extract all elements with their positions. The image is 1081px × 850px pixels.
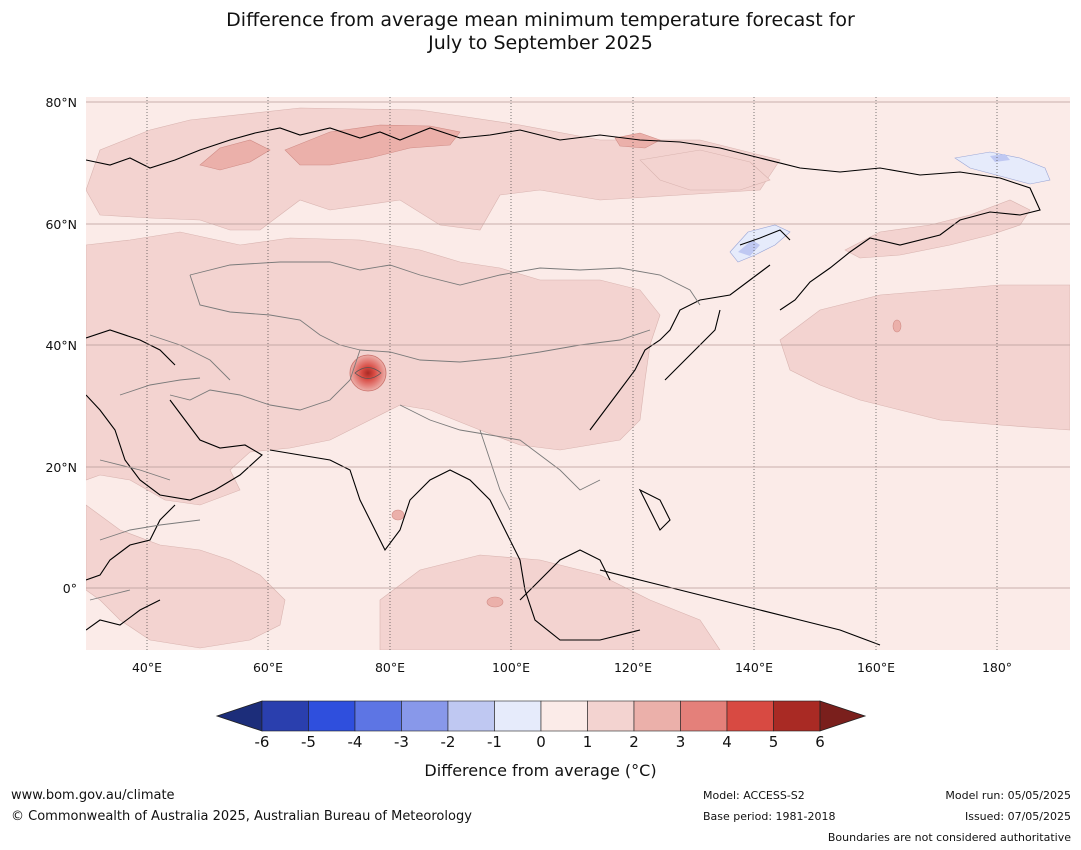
hotspot-anomaly bbox=[349, 354, 387, 392]
colorbar-cell bbox=[447, 700, 495, 732]
colorbar-arrow-low bbox=[215, 700, 263, 732]
colorbar-tick-label: 3 bbox=[675, 733, 686, 751]
forecast-map bbox=[86, 97, 1070, 650]
y-tick-80n: 80°N bbox=[45, 95, 77, 110]
graticule-meridians bbox=[146, 97, 998, 650]
graticule-parallels bbox=[86, 101, 1070, 589]
colorbar-label: Difference from average (°C) bbox=[424, 761, 657, 780]
x-tick-100e: 100°E bbox=[491, 660, 530, 675]
x-tick-140e: 140°E bbox=[734, 660, 773, 675]
colorbar-cell bbox=[401, 700, 449, 732]
x-tick-160e: 160°E bbox=[856, 660, 895, 675]
colorbar-cell bbox=[680, 700, 728, 732]
y-tick-20n: 20°N bbox=[45, 460, 77, 475]
colorbar-tick-label: -6 bbox=[254, 733, 270, 751]
footer-boundaries-note: Boundaries are not considered authoritat… bbox=[827, 831, 1071, 844]
colorbar-cell bbox=[494, 700, 542, 732]
y-tick-0: 0° bbox=[62, 581, 77, 596]
colorbar-tick-label: 4 bbox=[722, 733, 732, 751]
x-tick-180: 180° bbox=[981, 660, 1013, 675]
colorbar-cell bbox=[540, 700, 588, 732]
x-tick-120e: 120°E bbox=[613, 660, 652, 675]
colorbar-tick-label: 2 bbox=[629, 733, 639, 751]
colorbar-cell bbox=[354, 700, 402, 732]
colorbar-tick-label: -3 bbox=[394, 733, 409, 751]
colorbar-tick-label: -2 bbox=[440, 733, 456, 751]
country-borders bbox=[89, 261, 701, 601]
y-tick-60n: 60°N bbox=[45, 217, 77, 232]
colorbar-tick-label: -5 bbox=[301, 733, 316, 751]
colorbar-tick-label: 0 bbox=[536, 733, 546, 751]
title-line-2: July to September 2025 bbox=[428, 32, 653, 54]
x-tick-40e: 40°E bbox=[131, 660, 163, 675]
anomaly-zones-2-3 bbox=[199, 124, 902, 608]
x-tick-80e: 80°E bbox=[374, 660, 406, 675]
colorbar-arrow-high bbox=[819, 700, 867, 732]
colorbar-cell bbox=[633, 700, 681, 732]
colorbar bbox=[215, 700, 867, 732]
colorbar-cell bbox=[587, 700, 635, 732]
colorbar-cell bbox=[261, 700, 309, 732]
x-tick-60e: 60°E bbox=[252, 660, 284, 675]
footer-model: Model: ACCESS-S2 bbox=[703, 789, 805, 802]
colorbar-tick-label: 1 bbox=[582, 733, 593, 751]
coastlines bbox=[86, 127, 1041, 646]
footer-base-period: Base period: 1981-2018 bbox=[703, 810, 836, 823]
footer-model-run: Model run: 05/05/2025 bbox=[945, 789, 1071, 802]
y-tick-40n: 40°N bbox=[45, 338, 77, 353]
footer-copyright: © Commonwealth of Australia 2025, Austra… bbox=[11, 809, 472, 824]
colorbar-cell bbox=[773, 700, 821, 732]
footer-url: www.bom.gov.au/climate bbox=[11, 788, 175, 803]
footer-issued: Issued: 07/05/2025 bbox=[964, 810, 1071, 823]
colorbar-tick-label: 5 bbox=[768, 733, 779, 751]
title-line-1: Difference from average mean minimum tem… bbox=[226, 9, 855, 31]
colorbar-tick-label: -1 bbox=[487, 733, 502, 751]
chart-title: Difference from average mean minimum tem… bbox=[0, 9, 1081, 55]
colorbar-cell bbox=[726, 700, 774, 732]
cool-anomaly-zones bbox=[729, 151, 1051, 263]
colorbar-tick-label: 6 bbox=[815, 733, 825, 751]
colorbar-tick-label: -4 bbox=[347, 733, 363, 751]
colorbar-cell bbox=[308, 700, 356, 732]
